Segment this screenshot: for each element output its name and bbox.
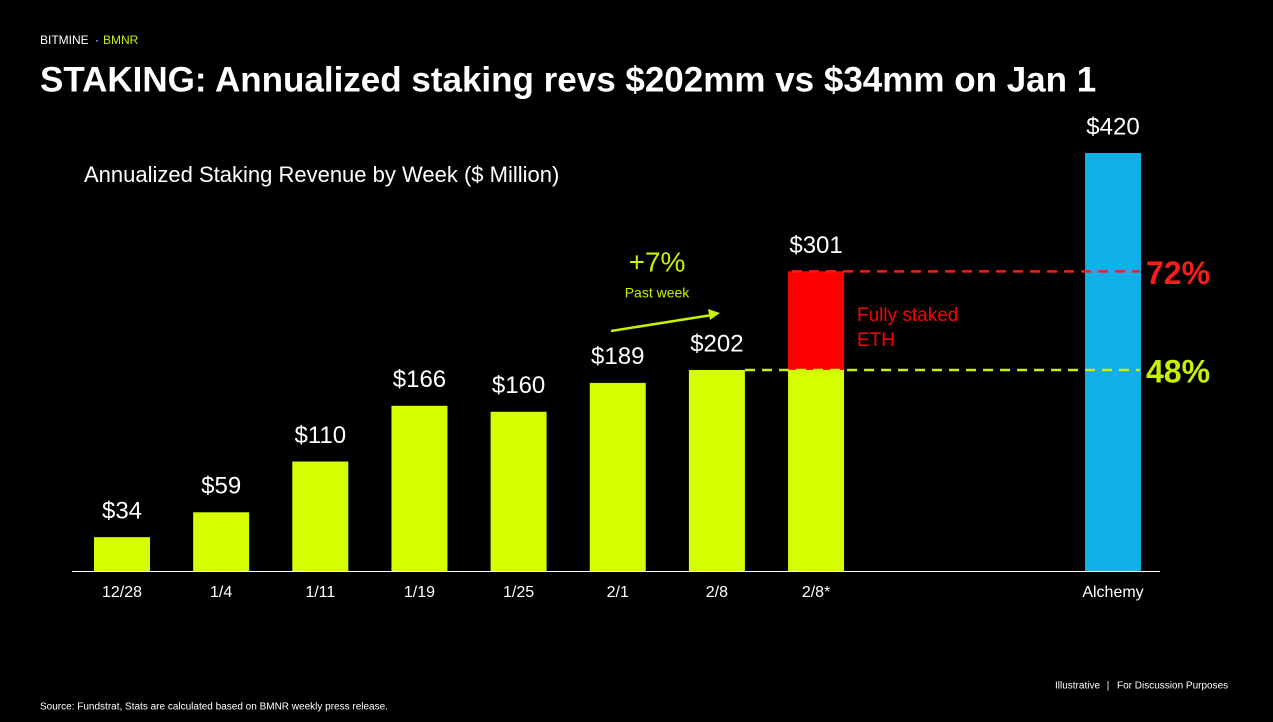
annotation-note: Past week <box>625 285 691 301</box>
footer-note: For Discussion Purposes <box>1117 681 1228 692</box>
bar <box>292 461 349 571</box>
footer-note: Illustrative <box>1055 681 1100 692</box>
highlight-label: Fully staked <box>857 305 958 326</box>
bar <box>589 382 646 571</box>
bar <box>94 537 150 571</box>
value-label: $59 <box>201 473 241 500</box>
separator: | <box>1107 681 1110 692</box>
highlight-label: ETH <box>857 330 895 351</box>
x-tick-label: Alchemy <box>1082 584 1143 601</box>
value-label: $202 <box>690 330 743 357</box>
bar <box>391 405 448 571</box>
x-tick-label: 12/28 <box>102 584 142 601</box>
x-tick-label: 2/1 <box>607 584 629 601</box>
reference-label: 48% <box>1146 353 1210 389</box>
x-tick-label: 2/8* <box>802 584 830 601</box>
value-label: $34 <box>102 498 142 525</box>
value-label: $420 <box>1086 113 1139 140</box>
annotation: +7% <box>629 246 686 277</box>
x-tick-label: 1/19 <box>404 584 435 601</box>
annotation-arrowhead <box>708 309 720 320</box>
value-label: $166 <box>393 366 446 393</box>
bar <box>193 512 250 571</box>
reference-label: 72% <box>1146 255 1210 291</box>
chart-subtitle: Annualized Staking Revenue by Week ($ Mi… <box>84 162 559 187</box>
x-tick-label: 2/8 <box>706 584 728 601</box>
annotation-arrow <box>610 313 713 333</box>
separator: · <box>95 33 99 47</box>
chart-title: STAKING: Annualized staking revs $202mm … <box>40 60 1096 99</box>
value-label: $301 <box>789 232 842 259</box>
bar <box>490 411 547 571</box>
value-label: $160 <box>492 372 545 399</box>
source: Source: Fundstrat, Stats are calculated … <box>40 702 388 713</box>
ticker: BMNR <box>103 33 139 47</box>
x-tick-label: 1/11 <box>305 584 335 601</box>
x-tick-label: 1/4 <box>210 584 232 601</box>
bar <box>688 369 745 571</box>
highlight-segment <box>788 271 845 370</box>
value-label: $110 <box>294 422 346 449</box>
x-tick-label: 1/25 <box>503 584 534 601</box>
bar <box>1085 153 1141 571</box>
brand: BITMINE <box>40 33 89 47</box>
value-label: $189 <box>591 343 644 370</box>
